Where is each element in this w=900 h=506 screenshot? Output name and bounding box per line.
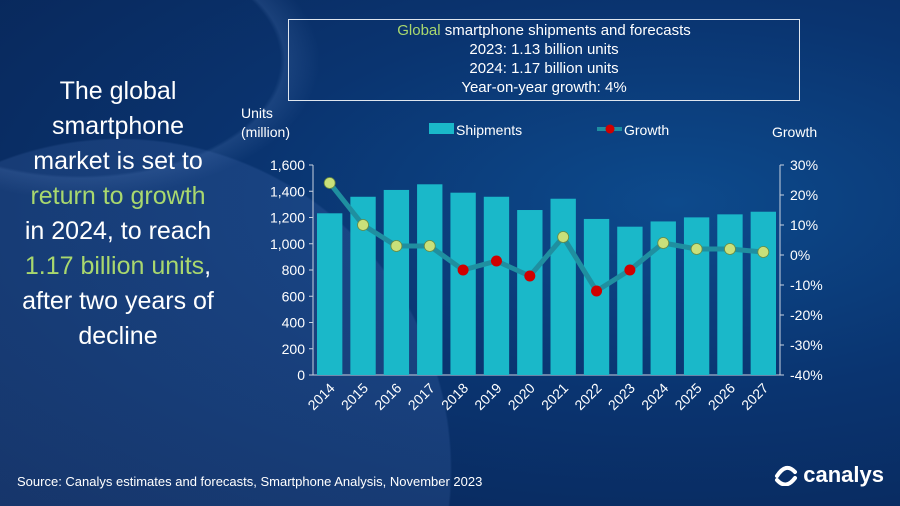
right-tick-label: -40% [790, 367, 823, 383]
right-tick-label: 30% [790, 157, 818, 173]
left-tick-label: 1,400 [270, 183, 305, 199]
y-axis-label: (million) [241, 124, 290, 140]
x-tick-label: 2016 [371, 380, 404, 413]
bar-2025 [683, 217, 710, 375]
left-tick-label: 200 [282, 341, 306, 357]
source-note: Source: Canalys estimates and forecasts,… [17, 474, 483, 489]
x-tick-label: 2027 [738, 380, 771, 413]
left-tick-label: 1,600 [270, 157, 305, 173]
bar-2014 [317, 213, 343, 375]
summary-title: Global smartphone shipments and forecast… [289, 21, 799, 40]
x-tick-label: 2021 [538, 380, 571, 413]
summary-title-rest: smartphone shipments and forecasts [440, 22, 691, 39]
x-tick-label: 2019 [471, 380, 504, 413]
growth-point-2014 [323, 177, 336, 189]
right-tick-label: -10% [790, 277, 823, 293]
left-tick-label: 600 [282, 288, 306, 304]
summary-title-highlight: Global [397, 22, 441, 39]
summary-2024: 2024: 1.17 billion units [469, 60, 619, 77]
growth-point-2019 [490, 255, 502, 267]
right-tick-label: 0% [790, 247, 810, 263]
x-tick-label: 2024 [638, 380, 671, 413]
headline-highlight: 1.17 billion units [24, 252, 205, 280]
x-tick-label: 2026 [705, 380, 738, 413]
right-tick-label: -30% [790, 337, 823, 353]
right-tick-label: 10% [790, 217, 818, 233]
y2-axis-label: Growth [772, 124, 817, 140]
right-tick-label: -20% [790, 307, 823, 323]
bar-2018 [450, 192, 476, 375]
headline-text: , after two years of decline [22, 252, 214, 350]
x-tick-label: 2023 [605, 380, 638, 413]
growth-point-2026 [724, 243, 736, 255]
growth-point-2020 [524, 270, 536, 282]
bar-2022 [583, 218, 610, 375]
right-tick-label: 20% [790, 187, 818, 203]
bar-2017 [417, 184, 443, 375]
left-tick-label: 400 [282, 315, 306, 331]
canalys-logo-icon [775, 465, 798, 486]
bar-2016 [383, 189, 410, 375]
legend-shipments-swatch [429, 123, 454, 134]
growth-point-2015 [357, 219, 369, 231]
bar-2026 [717, 214, 743, 375]
growth-point-2017 [423, 240, 436, 252]
left-tick-label: 0 [297, 367, 305, 383]
growth-point-2027 [757, 246, 770, 258]
canalys-logo: canalys [774, 462, 884, 488]
x-tick-label: 2015 [338, 380, 371, 413]
bar-2019 [483, 196, 510, 375]
x-tick-label: 2017 [405, 380, 438, 413]
summary-box: Global smartphone shipments and forecast… [288, 19, 800, 101]
legend-shipments-label: Shipments [456, 122, 522, 138]
summary-2023: 2023: 1.13 billion units [469, 41, 619, 58]
x-tick-label: 2020 [505, 380, 538, 413]
bar-2021 [550, 198, 576, 375]
growth-point-2016 [390, 240, 403, 252]
bar-2023 [617, 226, 643, 375]
canalys-logo-text: canalys [803, 462, 884, 487]
left-tick-label: 800 [282, 262, 306, 278]
x-tick-label: 2014 [304, 380, 337, 413]
growth-point-2023 [624, 264, 636, 276]
left-tick-label: 1,000 [270, 236, 305, 252]
growth-point-2025 [690, 243, 703, 255]
headline-highlight: return to growth [30, 182, 206, 210]
bar-2020 [517, 210, 543, 375]
chart: 0 200 400 600 800 1,000 1,200 1,400 1,600 -40% -30… [241, 105, 823, 413]
headline-text: in 2024, to reach [24, 217, 212, 245]
growth-point-2018 [457, 264, 469, 276]
y-axis-label: Units [241, 105, 273, 121]
growth-point-2021 [557, 231, 570, 243]
legend-growth-label: Growth [624, 122, 669, 138]
x-tick-label: 2022 [571, 380, 604, 413]
left-tick-label: 1,200 [270, 210, 305, 226]
growth-point-2022 [591, 285, 603, 297]
legend-growth-marker [605, 124, 615, 134]
x-tick-label: 2018 [438, 380, 471, 413]
summary-growth: Year-on-year growth: 4% [461, 79, 627, 96]
headline: The global smartphone market is set to r… [18, 74, 218, 354]
growth-point-2024 [657, 237, 670, 249]
x-tick-label: 2025 [671, 380, 704, 413]
bar-2027 [750, 211, 776, 375]
headline-text: The global smartphone market is set to [33, 77, 203, 175]
